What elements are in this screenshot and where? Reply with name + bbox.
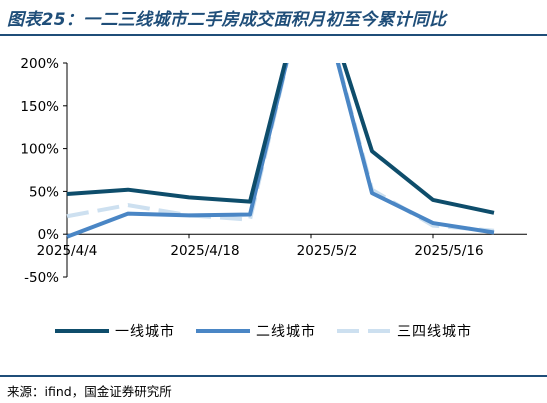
x-tick-label: 2025/5/16 [414,243,483,259]
y-tick-label: -50% [24,270,59,286]
top-rule [0,34,547,36]
series-line-2 [66,63,495,239]
series-line-1 [66,63,495,215]
y-tick-label: 100% [20,142,59,158]
bottom-rule [0,375,547,377]
legend-swatch [55,329,109,333]
source-note: 来源：ifind，国金证券研究所 [7,384,172,399]
legend-item-1: 一线城市 [55,318,175,344]
chart-title: 图表25：一二三线城市二手房成交面积月初至今累计同比 [7,10,447,30]
legend-item-3: 三四线城市 [337,318,472,344]
chart-legend: 一线城市 二线城市 三四线城市 [0,318,547,344]
title-bar: 图表25：一二三线城市二手房成交面积月初至今累计同比 [0,0,547,36]
y-tick-label: 0% [38,227,60,243]
legend-label: 二线城市 [256,324,316,340]
x-tick-label: 2025/4/18 [170,243,239,259]
y-tick-label: 50% [29,184,59,200]
legend-item-2: 二线城市 [196,318,316,344]
y-tick-label: 150% [20,99,59,115]
x-tick-label: 2025/5/2 [297,243,358,259]
x-tick-label: 2025/4/4 [37,243,98,259]
y-tick-label: 200% [20,56,59,72]
legend-swatch [196,329,250,333]
legend-label: 一线城市 [115,324,175,340]
legend-label: 三四线城市 [397,324,472,340]
legend-swatch [337,329,391,333]
